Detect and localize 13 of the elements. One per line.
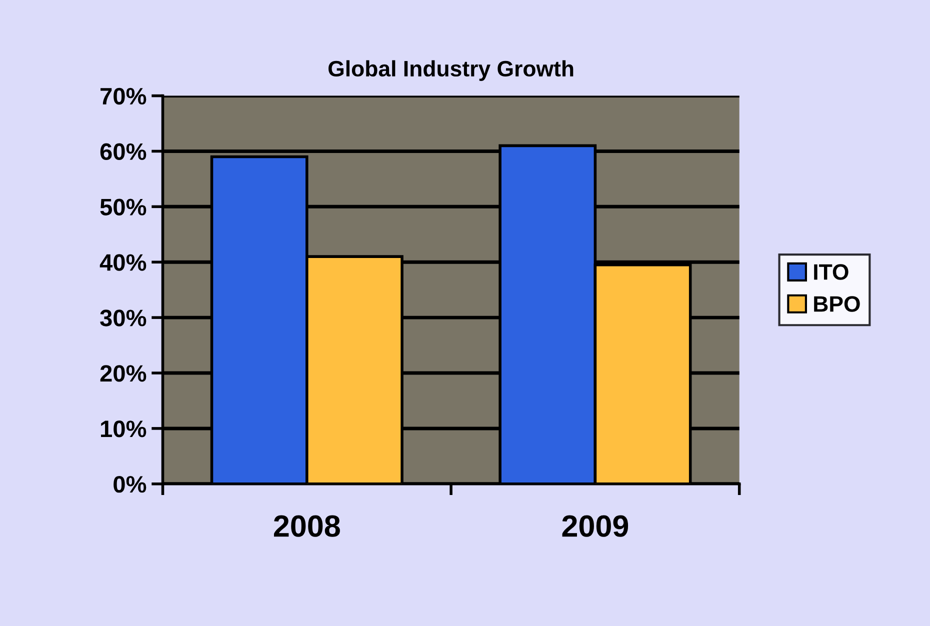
y-tick-label: 0%	[114, 476, 146, 493]
y-tick-label: 10%	[101, 420, 146, 438]
y-tick-label: 40%	[100, 254, 146, 271]
x-tick-label: 2008	[274, 515, 340, 537]
y-tick-label: 50%	[100, 198, 146, 216]
y-tick-label: 60%	[100, 143, 146, 160]
chart-title: Global Industry Growth	[328, 60, 574, 81]
legend-label: ITO	[814, 264, 848, 280]
y-tick-label: 20%	[100, 365, 146, 382]
x-tick-label: 2009	[562, 515, 628, 537]
y-tick-label: 30%	[100, 310, 146, 326]
legend-label: BPO	[814, 296, 860, 312]
y-tick-label: 70%	[100, 88, 146, 105]
